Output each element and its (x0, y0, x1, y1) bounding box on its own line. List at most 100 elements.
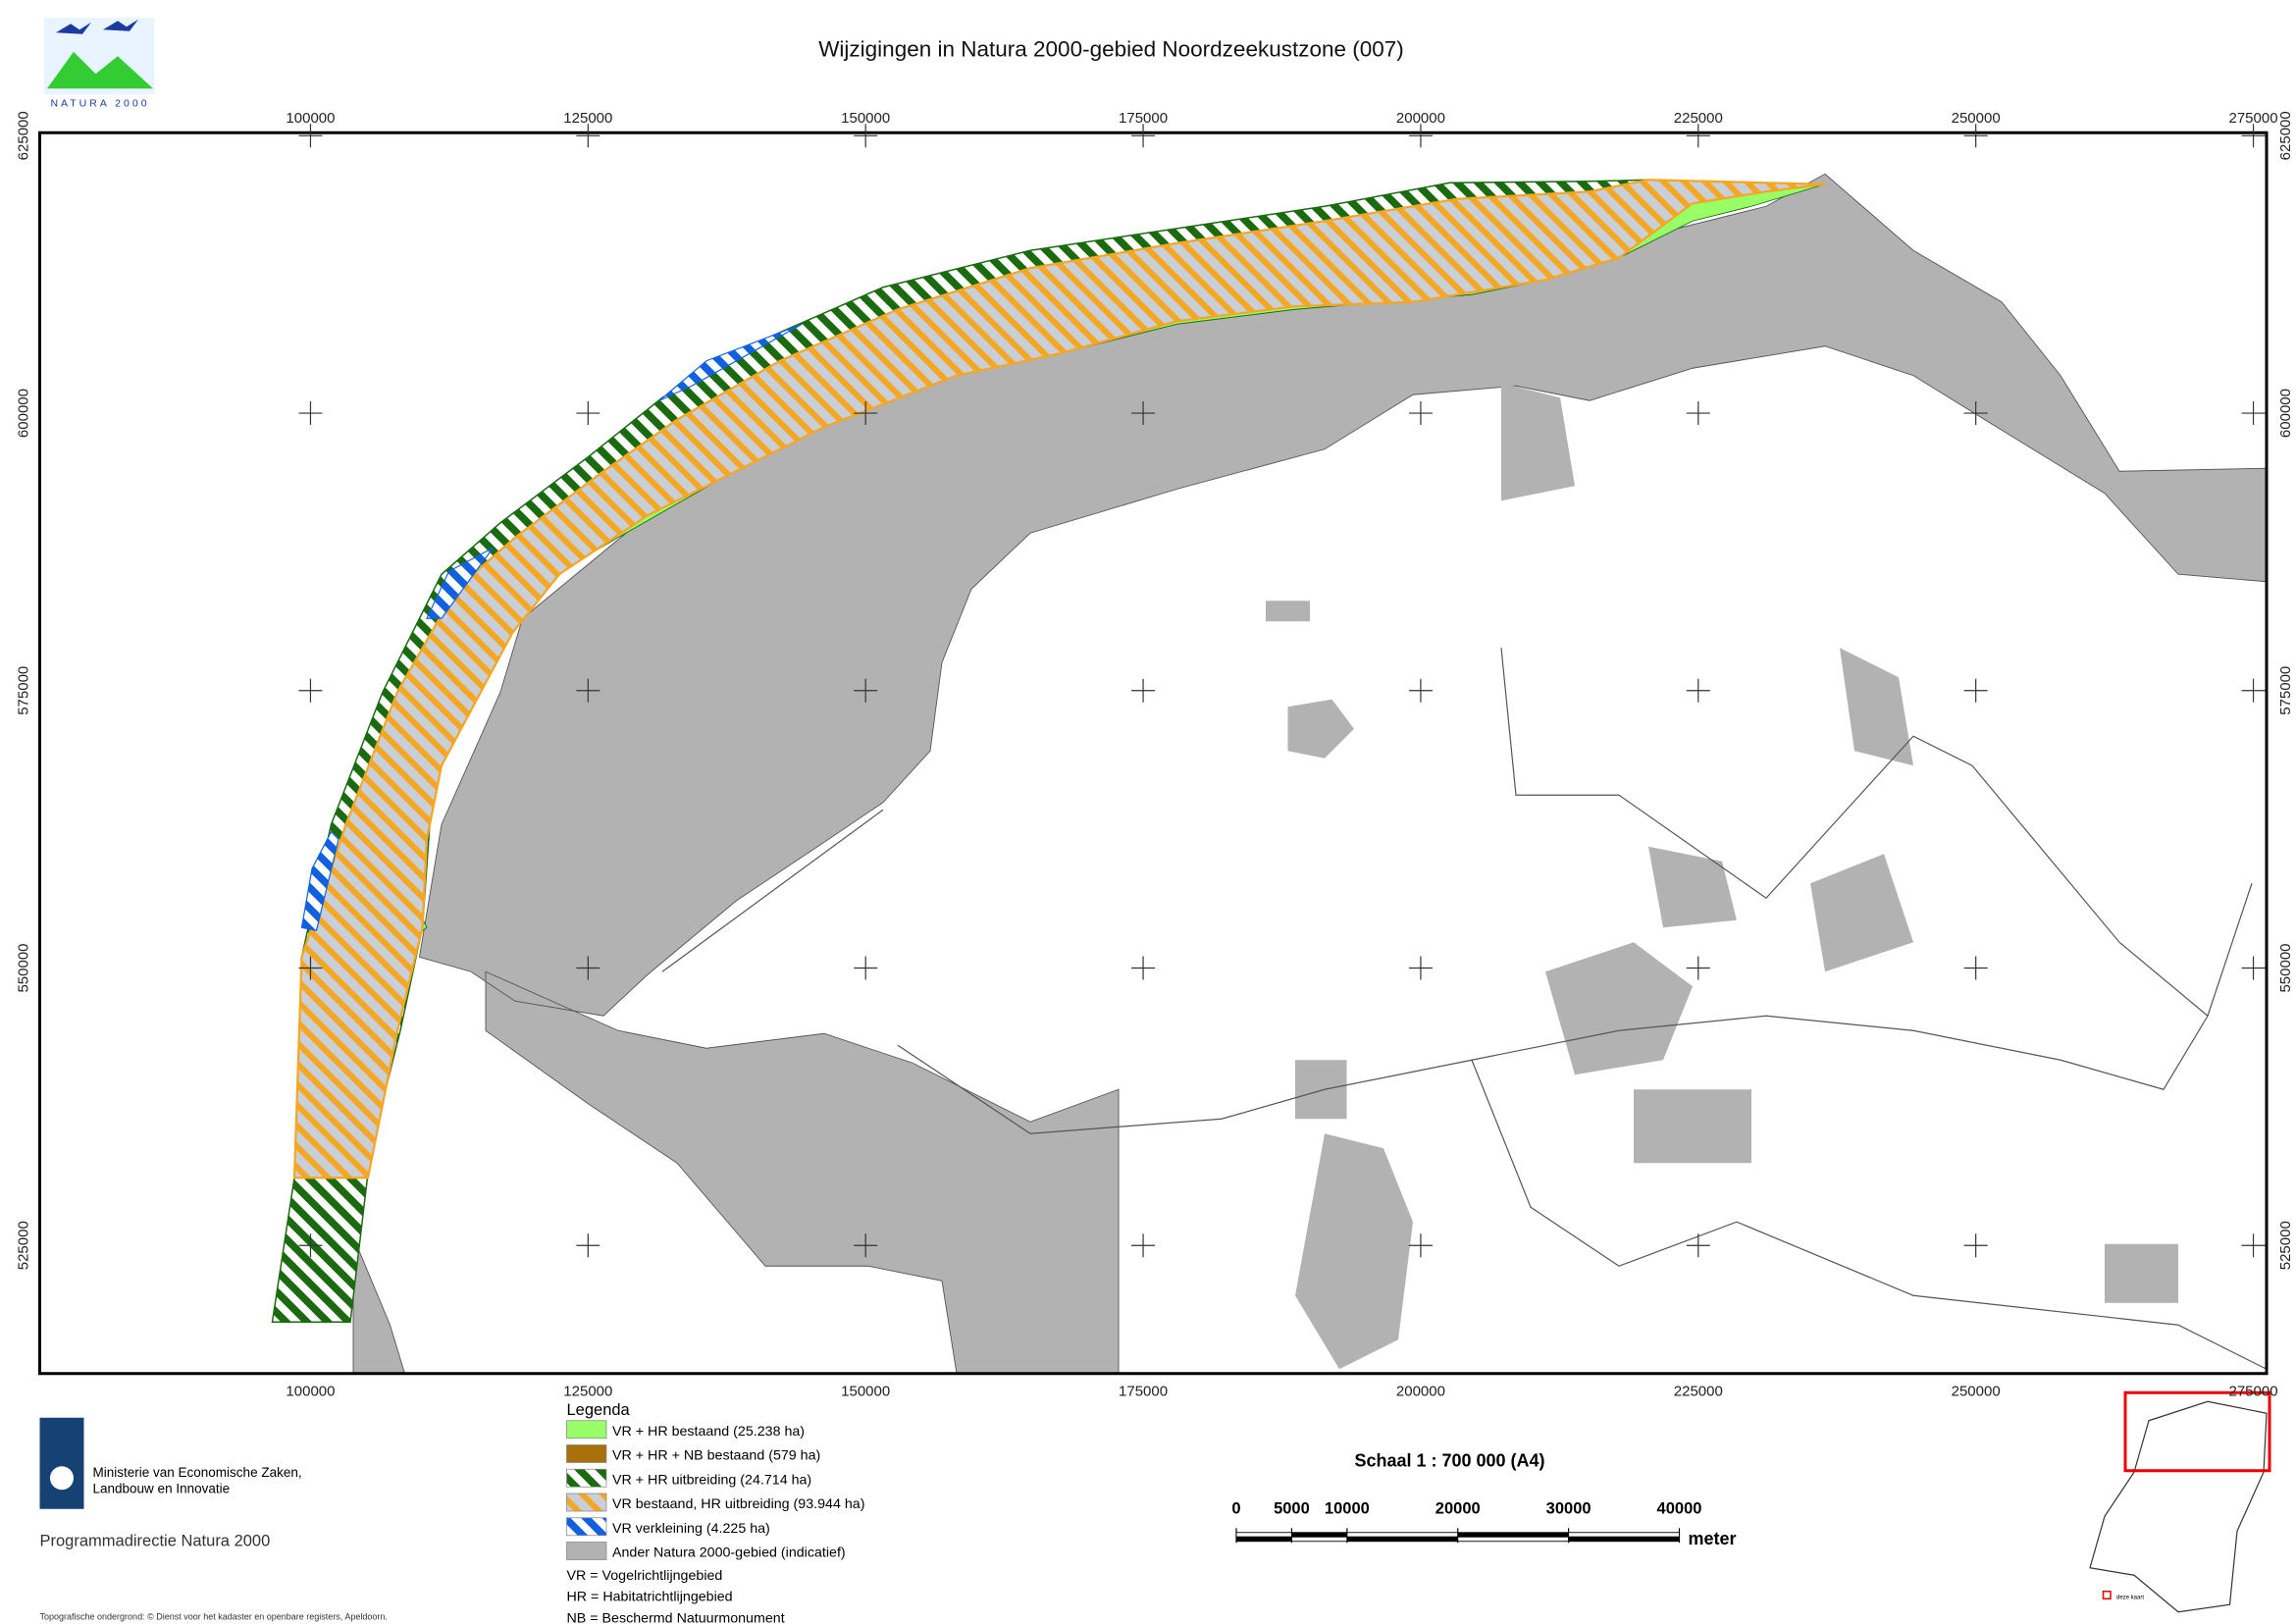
grid-cross (298, 956, 323, 980)
y-tick-label: 525000 (16, 1221, 32, 1270)
grid-cross (576, 956, 600, 980)
programme: Programmadirectie Natura 2000 (40, 1532, 271, 1549)
x-tick-label: 100000 (286, 1383, 335, 1399)
inset-label: deze kaart (2116, 1595, 2144, 1600)
grid-cross (2241, 678, 2266, 703)
y-tick-label: 600000 (2277, 389, 2294, 438)
grid-cross (298, 401, 323, 426)
x-tick-label: 200000 (1396, 1383, 1445, 1399)
y-tick-label: 600000 (16, 389, 32, 438)
scale-segment (1346, 1536, 1459, 1543)
legend-label: Ander Natura 2000-gebied (indicatief) (612, 1545, 846, 1561)
ministry-logo: Ministerie van Economische Zaken, Landbo… (39, 1417, 302, 1509)
map-title: Wijzigingen in Natura 2000-gebied Noordz… (818, 36, 1404, 61)
x-tick-label: 275000 (2229, 110, 2278, 127)
x-tick-label: 125000 (563, 1383, 612, 1399)
grid-cross (1963, 1233, 1988, 1258)
scale-tick-label: 5000 (1274, 1499, 1310, 1517)
grid-cross (1131, 124, 1156, 148)
grid-cross (576, 124, 600, 148)
vr-reduction (300, 323, 803, 931)
grid-cross (1408, 678, 1433, 703)
y-tick-label: 625000 (16, 111, 32, 160)
x-tick-label: 275000 (2229, 1383, 2278, 1399)
y-tick-label: 550000 (2277, 943, 2294, 992)
grid-cross (1408, 956, 1433, 980)
legend-label: VR bestaand, HR uitbreiding (93.944 ha) (612, 1496, 864, 1512)
natura-logo: NATURA 2000 (44, 18, 155, 109)
legend-label: VR + HR + NB bestaand (579 ha) (612, 1448, 820, 1464)
y-tick-label: 525000 (2277, 1221, 2294, 1270)
scale-bar: Schaal 1 : 700 000 (A4) meter 0 5000 10000… (1231, 1450, 1736, 1548)
grid-cross (1686, 956, 1710, 980)
grid-cross (298, 678, 323, 703)
legend-label: VR + HR uitbreiding (24.714 ha) (612, 1472, 811, 1488)
grid-cross (2241, 1233, 2266, 1258)
scale-tick-label: 20000 (1435, 1499, 1481, 1517)
grid-cross (2241, 124, 2266, 148)
grid-cross (854, 1233, 878, 1258)
y-tick-label: 625000 (2277, 111, 2294, 160)
scale-segment (1457, 1532, 1570, 1538)
grid-cross (298, 124, 323, 148)
scale-segment (1235, 1532, 1292, 1538)
vr-existing-hr-extension (292, 179, 1826, 1179)
x-tick-label: 150000 (841, 1383, 890, 1399)
legend-swatch (566, 1517, 607, 1537)
x-tick-label: 125000 (563, 110, 612, 127)
grid-cross (1686, 124, 1710, 148)
x-tick-label: 175000 (1119, 1383, 1168, 1399)
grid-cross (1131, 1233, 1156, 1258)
grid-cross (2241, 401, 2266, 426)
scale-tick-label: 30000 (1546, 1499, 1592, 1517)
grid-cross (576, 678, 600, 703)
scale-segment (1235, 1536, 1292, 1543)
scale-title: Schaal 1 : 700 000 (A4) (1354, 1450, 1544, 1470)
x-tick-label: 200000 (1396, 110, 1445, 127)
x-tick-label: 225000 (1674, 110, 1723, 127)
scale-tick-label: 10000 (1325, 1499, 1370, 1517)
grid-cross (1408, 124, 1433, 148)
scale-tick-label: 40000 (1657, 1499, 1702, 1517)
grid-cross (1408, 401, 1433, 426)
legend-swatch (566, 1493, 607, 1512)
scale-segment (1568, 1536, 1680, 1543)
legend-label: VR verkleining (4.225 ha) (612, 1521, 770, 1537)
ministry-line: Landbouw en Innovatie (93, 1481, 231, 1495)
legend-label: VR + HR bestaand (25.238 ha) (612, 1424, 805, 1440)
grid-cross (576, 401, 600, 426)
y-tick-label: 575000 (16, 666, 32, 715)
x-tick-label: 150000 (841, 110, 890, 127)
legend: Legenda VR + HR bestaand (25.238 ha) VR +… (566, 1401, 864, 1624)
grid-cross (1686, 678, 1710, 703)
grid-cross (854, 956, 878, 980)
grid-cross (1963, 956, 1988, 980)
legend-title: Legenda (567, 1401, 631, 1419)
legend-note: HR = Habitatrichtlijngebied (567, 1590, 733, 1605)
other-natura-inland (1266, 383, 2260, 1370)
grid-cross (2241, 956, 2266, 980)
credits: Topografische ondergrond: © Dienst voor … (40, 1611, 388, 1621)
grid-cross (576, 1233, 600, 1258)
scale-segment (1568, 1532, 1680, 1538)
legend-swatch (566, 1468, 607, 1488)
scale-tick-label: 0 (1231, 1499, 1240, 1517)
y-tick-label: 550000 (16, 943, 32, 992)
x-tick-label: 225000 (1674, 1383, 1723, 1399)
legend-note: VR = Vogelrichtlijngebied (567, 1568, 723, 1584)
grid-cross (854, 401, 878, 426)
legend-swatch (566, 1420, 607, 1440)
grid-cross (1131, 678, 1156, 703)
x-tick-label: 175000 (1119, 110, 1168, 127)
legend-note: NB = Beschermd Natuurmonument (567, 1610, 785, 1624)
scale-segment (1290, 1536, 1348, 1543)
scale-unit: meter (1689, 1529, 1737, 1548)
grid-cross (854, 678, 878, 703)
y-tick-label: 575000 (2277, 666, 2294, 715)
grid-cross (1963, 124, 1988, 148)
grid-cross (1131, 401, 1156, 426)
land-outline (661, 648, 2268, 1370)
grid-cross (1131, 956, 1156, 980)
legend-swatch (566, 1444, 607, 1463)
